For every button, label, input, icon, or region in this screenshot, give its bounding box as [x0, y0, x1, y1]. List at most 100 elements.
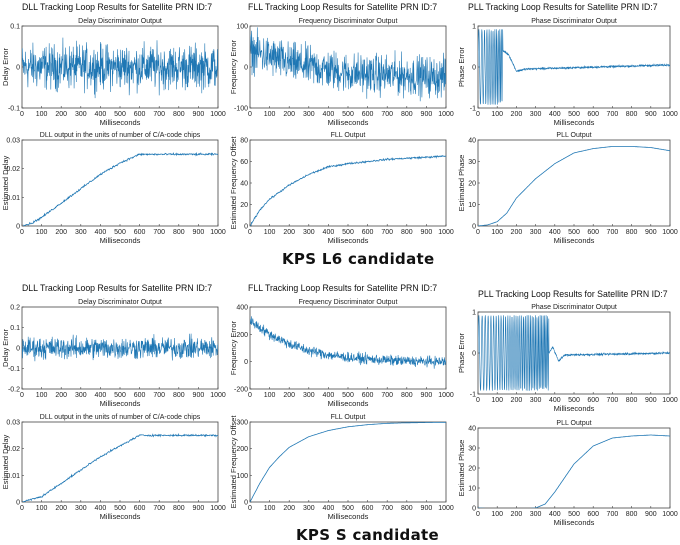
- x-tick-label: 200: [283, 392, 295, 399]
- y-tick-label: 0.02: [6, 166, 20, 173]
- x-tick-label: 0: [248, 229, 252, 236]
- x-tick-label: 800: [626, 397, 638, 404]
- x-tick-label: 300: [530, 511, 542, 518]
- x-tick-label: 600: [134, 392, 146, 399]
- x-axis-label: Milliseconds: [328, 118, 369, 127]
- y-tick-label: 0: [472, 506, 476, 513]
- x-tick-label: 400: [323, 111, 335, 118]
- x-tick-label: 500: [114, 229, 126, 236]
- series-line: [478, 146, 670, 226]
- subplot-title: Phase Discriminator Output: [531, 18, 617, 25]
- x-tick-label: 200: [55, 111, 67, 118]
- x-tick-label: 400: [323, 229, 335, 236]
- x-tick-label: 1000: [438, 111, 454, 118]
- x-tick-label: 800: [401, 392, 413, 399]
- x-tick-label: 100: [491, 229, 503, 236]
- x-tick-label: 200: [283, 229, 295, 236]
- x-tick-label: 600: [587, 111, 599, 118]
- x-tick-label: 800: [173, 111, 185, 118]
- x-tick-label: 1000: [438, 505, 454, 512]
- x-tick-label: 500: [342, 392, 354, 399]
- x-axis-label: Milliseconds: [100, 399, 141, 408]
- x-tick-label: 500: [342, 505, 354, 512]
- x-tick-label: 0: [476, 111, 480, 118]
- y-tick-label: 1: [472, 24, 476, 31]
- y-tick-label: -0.1: [8, 106, 20, 113]
- x-tick-label: 700: [153, 392, 165, 399]
- y-tick-label: -1: [470, 392, 476, 399]
- x-tick-label: 700: [607, 229, 619, 236]
- y-tick-label: 200: [236, 332, 248, 339]
- x-tick-label: 500: [342, 229, 354, 236]
- y-axis-label: Estimated Frequency Offset: [229, 136, 238, 230]
- series-line: [22, 151, 218, 226]
- y-tick-label: 100: [236, 473, 248, 480]
- x-tick-label: 300: [75, 392, 87, 399]
- y-tick-label: 10: [468, 486, 476, 493]
- x-tick-label: 200: [283, 111, 295, 118]
- series-line: [478, 434, 670, 508]
- x-tick-label: 100: [36, 392, 48, 399]
- x-tick-label: 0: [476, 511, 480, 518]
- y-axis-label: Estimated Delay: [1, 155, 10, 210]
- y-tick-label: 0: [244, 500, 248, 507]
- x-tick-label: 400: [549, 511, 561, 518]
- x-tick-label: 200: [55, 229, 67, 236]
- plot-s-dll-out: DLL output in the units of number of C/A…: [1, 414, 226, 521]
- x-tick-label: 900: [193, 392, 205, 399]
- y-tick-label: 0: [472, 224, 476, 231]
- fll-group-title-s: FLL Tracking Loop Results for Satellite …: [248, 283, 438, 294]
- y-tick-label: 0: [16, 500, 20, 507]
- x-tick-label: 200: [511, 397, 523, 404]
- x-tick-label: 700: [607, 111, 619, 118]
- plot-s-dll-disc: Delay Discriminator Output 0 100 200 300 400 5…: [1, 299, 226, 408]
- x-tick-label: 300: [530, 397, 542, 404]
- x-tick-label: 1000: [210, 229, 226, 236]
- y-tick-label: 0: [472, 65, 476, 72]
- x-tick-label: 400: [95, 392, 107, 399]
- x-tick-label: 0: [248, 111, 252, 118]
- y-tick-label: 300: [236, 420, 248, 427]
- y-tick-label: 0: [16, 224, 20, 231]
- y-tick-label: 0: [472, 351, 476, 358]
- x-tick-label: 500: [568, 229, 580, 236]
- x-tick-label: 600: [587, 511, 599, 518]
- y-axis-label: Estimated Delay: [1, 434, 10, 489]
- x-tick-label: 200: [55, 505, 67, 512]
- x-tick-label: 700: [153, 505, 165, 512]
- x-tick-label: 600: [362, 392, 374, 399]
- series-line: [22, 37, 218, 99]
- y-tick-label: 0: [16, 65, 20, 72]
- y-tick-label: 200: [236, 446, 248, 453]
- x-tick-label: 700: [153, 229, 165, 236]
- y-axis-label: Phase Error: [457, 46, 466, 87]
- x-tick-label: 100: [491, 397, 503, 404]
- x-tick-label: 800: [173, 392, 185, 399]
- x-tick-label: 1000: [662, 397, 678, 404]
- y-tick-label: 30: [468, 446, 476, 453]
- y-axis-label: Estimated Frequency Offset: [229, 415, 238, 509]
- y-tick-label: 20: [468, 181, 476, 188]
- x-tick-label: 300: [530, 111, 542, 118]
- subplot-title: Delay Discriminator Output: [78, 18, 162, 25]
- y-tick-label: 100: [236, 24, 248, 31]
- series-line: [250, 316, 446, 369]
- x-tick-label: 700: [607, 511, 619, 518]
- x-tick-label: 300: [75, 505, 87, 512]
- y-tick-label: 20: [240, 202, 248, 209]
- y-tick-label: 0.2: [10, 305, 20, 312]
- x-tick-label: 900: [421, 505, 433, 512]
- x-tick-label: 500: [568, 111, 580, 118]
- x-tick-label: 900: [421, 111, 433, 118]
- x-axis-label: Milliseconds: [328, 399, 369, 408]
- caption-kps-s: KPS S candidate: [296, 526, 439, 544]
- y-axis-label: Phase Error: [457, 332, 466, 373]
- x-tick-label: 0: [476, 397, 480, 404]
- subplot-title: Frequency Discriminator Output: [299, 18, 398, 25]
- series-line: [478, 29, 670, 105]
- x-tick-label: 1000: [662, 229, 678, 236]
- x-tick-label: 100: [36, 505, 48, 512]
- x-tick-label: 0: [20, 392, 24, 399]
- x-tick-label: 100: [264, 229, 276, 236]
